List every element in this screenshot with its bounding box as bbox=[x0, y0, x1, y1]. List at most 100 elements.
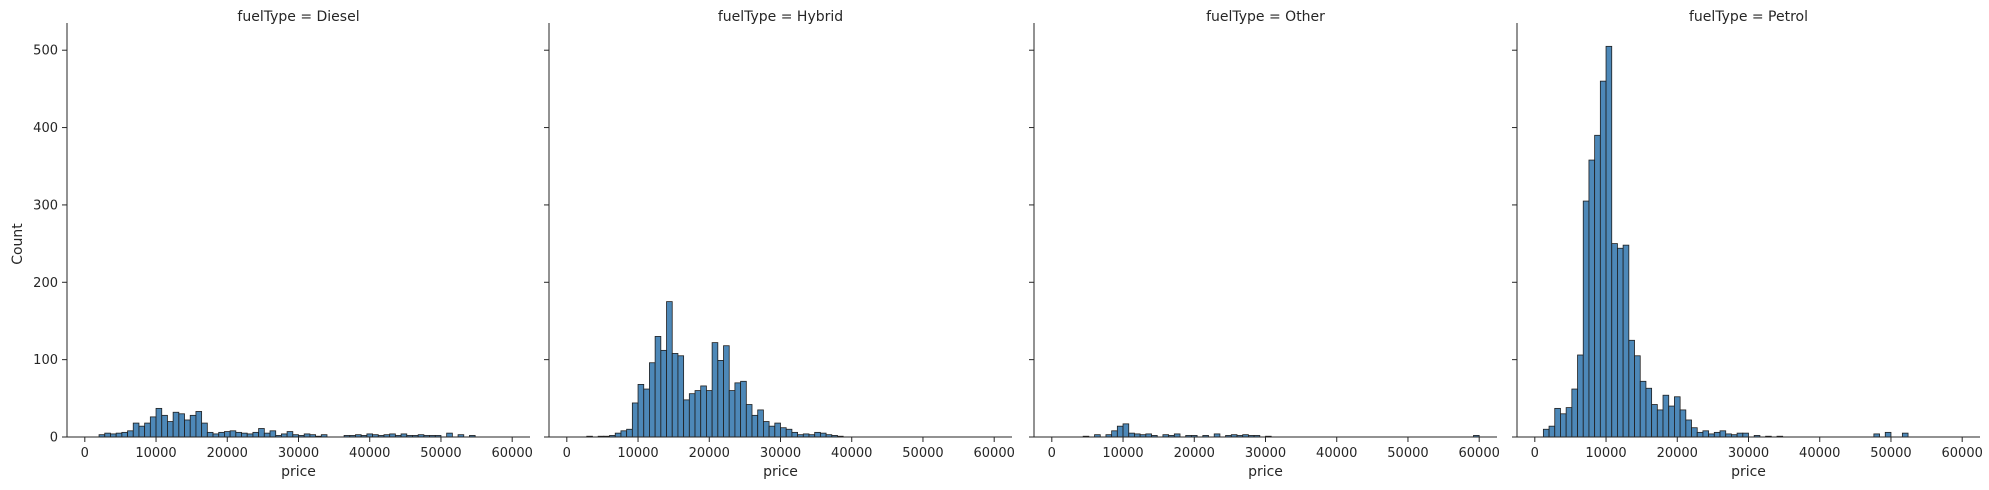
histogram-bar bbox=[688, 393, 696, 438]
histogram-bar bbox=[1594, 134, 1601, 438]
histogram-bar bbox=[745, 404, 753, 438]
histogram-bar bbox=[218, 431, 225, 438]
x-tick-label: 30000 bbox=[1245, 446, 1286, 461]
x-tick-label: 20000 bbox=[689, 446, 730, 461]
histogram-bar bbox=[178, 413, 185, 438]
y-tick-label: 300 bbox=[33, 198, 58, 213]
x-tick-label: 60000 bbox=[492, 446, 533, 461]
histogram-bar bbox=[1634, 355, 1641, 438]
histogram-bar bbox=[1696, 431, 1704, 438]
histogram-bar bbox=[649, 362, 656, 438]
facet-panel-4: fuelType = Petrol 0 10000 20000 30000 40000 50… bbox=[1512, 9, 1983, 480]
histogram-bars bbox=[98, 407, 476, 438]
histogram-bar bbox=[1651, 404, 1658, 438]
x-tick-label: 50000 bbox=[1870, 446, 1911, 461]
x-axis-label: price bbox=[1248, 464, 1283, 480]
histogram-bar bbox=[666, 301, 673, 438]
histogram-bar bbox=[1679, 409, 1687, 438]
histogram-bar bbox=[717, 360, 724, 438]
histogram-bar bbox=[1656, 409, 1664, 438]
histogram-bar bbox=[1662, 394, 1670, 438]
histogram-bar bbox=[1668, 405, 1675, 438]
histogram-bars bbox=[1542, 45, 1909, 438]
histogram-bar bbox=[241, 432, 248, 438]
histogram-bar bbox=[1548, 425, 1556, 438]
histogram-bar bbox=[189, 414, 197, 438]
histogram-bar bbox=[1645, 387, 1653, 438]
histogram-bar bbox=[711, 342, 719, 438]
x-tick-label: 40000 bbox=[1316, 446, 1357, 461]
histogram-bar bbox=[614, 432, 622, 438]
x-tick-label: 30000 bbox=[1728, 446, 1769, 461]
x-axis-label: price bbox=[1731, 464, 1766, 480]
histogram-bar bbox=[1702, 430, 1710, 438]
histogram-bar bbox=[819, 432, 827, 438]
histogram-bar bbox=[706, 390, 713, 438]
histogram-bar bbox=[728, 390, 736, 438]
x-axis-label: price bbox=[281, 464, 316, 480]
histogram-bar bbox=[814, 431, 821, 438]
histogram-bar bbox=[161, 414, 168, 438]
histogram-bar bbox=[1611, 243, 1618, 438]
x-axis-label: price bbox=[763, 464, 798, 480]
histogram-bar bbox=[1628, 339, 1635, 438]
histogram-bar bbox=[286, 431, 294, 438]
histogram-bar bbox=[1674, 396, 1681, 438]
histogram-bar bbox=[121, 431, 128, 438]
histogram-bar bbox=[149, 416, 157, 438]
histogram-bar bbox=[235, 431, 242, 438]
histogram-bar bbox=[1571, 388, 1578, 438]
x-tick-label: 20000 bbox=[1657, 446, 1698, 461]
x-tick-label: 60000 bbox=[974, 446, 1015, 461]
x-tick-label: 50000 bbox=[1387, 446, 1428, 461]
histogram-bar bbox=[1617, 247, 1624, 438]
x-tick-label: 0 bbox=[1531, 446, 1539, 461]
histogram-bar bbox=[768, 425, 776, 438]
histogram-bars bbox=[1082, 423, 1480, 438]
x-tick-label: 50000 bbox=[902, 446, 943, 461]
histogram-bar bbox=[1713, 431, 1721, 438]
histogram-bar bbox=[1884, 431, 1892, 438]
y-tick-label: 400 bbox=[33, 121, 58, 136]
histogram-bar bbox=[683, 399, 690, 438]
x-tick-label: 40000 bbox=[831, 446, 872, 461]
histogram-bar bbox=[723, 345, 730, 438]
histogram-bar bbox=[637, 383, 645, 438]
x-tick-label: 0 bbox=[563, 446, 571, 461]
x-tick-label: 40000 bbox=[1799, 446, 1840, 461]
histogram-bar bbox=[1736, 432, 1744, 438]
histogram-bar bbox=[269, 430, 277, 438]
histogram-bar bbox=[774, 422, 781, 438]
facet-panel-3: fuelType = Other 0 10000 20000 30000 40000 500… bbox=[1029, 9, 1500, 480]
y-tick-label: 100 bbox=[33, 353, 58, 368]
x-tick-label: 10000 bbox=[135, 446, 176, 461]
histogram-bar bbox=[734, 382, 742, 438]
histogram-bar bbox=[1605, 45, 1613, 438]
facet-panels: fuelType = Diesel 0 10000 20000 30000 40000 50… bbox=[33, 9, 1983, 480]
histogram-bar bbox=[201, 422, 208, 438]
facet-title: fuelType = Diesel bbox=[237, 9, 359, 25]
histogram-bar bbox=[1691, 427, 1698, 438]
histogram-bar bbox=[138, 425, 146, 438]
histogram-bar bbox=[195, 411, 203, 438]
histogram-bar bbox=[780, 427, 787, 438]
histogram-bar bbox=[258, 428, 265, 438]
histogram-bar bbox=[206, 431, 214, 438]
x-tick-label: 20000 bbox=[1174, 446, 1215, 461]
histogram-bar bbox=[654, 336, 662, 438]
x-tick-label: 30000 bbox=[760, 446, 801, 461]
histogram-bar bbox=[1577, 354, 1584, 438]
x-tick-label: 30000 bbox=[278, 446, 319, 461]
histogram-bar bbox=[1565, 407, 1573, 438]
histogram-bar bbox=[694, 390, 702, 438]
x-tick-label: 50000 bbox=[420, 446, 461, 461]
histogram-bar bbox=[184, 419, 191, 438]
histogram-bar bbox=[446, 432, 453, 438]
x-tick-label: 60000 bbox=[1942, 446, 1983, 461]
histogram-bars bbox=[586, 301, 844, 438]
histogram-bar bbox=[660, 349, 667, 438]
x-tick-label: 10000 bbox=[1102, 446, 1143, 461]
x-tick-label: 20000 bbox=[207, 446, 248, 461]
facet-title: fuelType = Petrol bbox=[1689, 9, 1808, 25]
histogram-bar bbox=[740, 380, 747, 438]
